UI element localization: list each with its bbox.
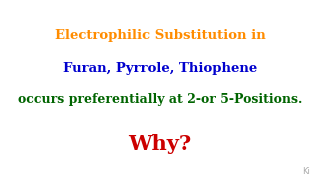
- Text: Electrophilic Substitution in: Electrophilic Substitution in: [55, 30, 265, 42]
- Text: Ki: Ki: [302, 167, 310, 176]
- Text: occurs preferentially at 2-or 5-Positions.: occurs preferentially at 2-or 5-Position…: [18, 93, 302, 105]
- Text: Why?: Why?: [128, 134, 192, 154]
- Text: Furan, Pyrrole, Thiophene: Furan, Pyrrole, Thiophene: [63, 62, 257, 75]
